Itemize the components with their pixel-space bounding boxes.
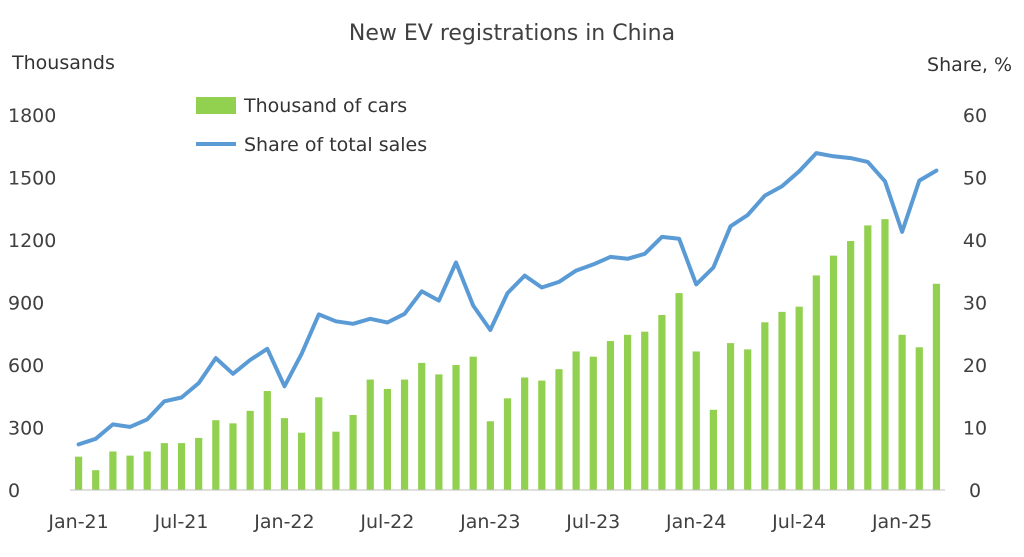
y-left-tick-label: 1200 (8, 230, 56, 252)
bar (195, 437, 203, 490)
bar (829, 255, 838, 490)
y-right-tick-label: 20 (963, 355, 987, 377)
bar (744, 349, 752, 490)
bar (641, 331, 649, 490)
x-tick-label: Jul-21 (154, 511, 209, 533)
bar (298, 432, 306, 490)
x-tick-label: Jul-23 (565, 511, 620, 533)
y-left-tick-label: 1800 (8, 105, 56, 127)
x-tick-label: Jan-23 (459, 511, 520, 533)
y-left-tick-label: 0 (8, 480, 20, 502)
bar (503, 398, 512, 490)
bar (212, 420, 220, 490)
line-series (76, 151, 939, 447)
bar (726, 343, 735, 490)
bar (675, 293, 683, 490)
x-tick-label: Jan-22 (253, 511, 314, 533)
bar-series (74, 219, 941, 490)
bar (92, 470, 100, 490)
bar (658, 315, 666, 490)
bar (761, 322, 769, 490)
bar (572, 351, 580, 490)
bar (486, 421, 494, 490)
bar (435, 374, 443, 490)
bar (538, 380, 546, 490)
legend-label-line: Share of total sales (244, 134, 427, 156)
legend: Thousand of cars Share of total sales (196, 95, 427, 156)
y-left-axis-label: Thousands (11, 52, 115, 74)
bar (349, 415, 357, 490)
legend-swatch-bars (196, 97, 236, 114)
y-left-tick-label: 300 (8, 418, 44, 440)
y-left-tick-label: 900 (8, 293, 44, 315)
x-tick-label: Jul-24 (771, 511, 826, 533)
x-tick-label: Jan-21 (47, 511, 108, 533)
bar (74, 456, 83, 490)
bar (521, 377, 529, 490)
bar (864, 225, 872, 490)
bar (109, 451, 117, 490)
y-right-axis-label: Share, % (927, 54, 1012, 76)
bar (881, 219, 889, 490)
bar (915, 347, 923, 490)
y-right-tick-label: 60 (963, 105, 987, 127)
share-line (76, 151, 939, 447)
bar (263, 391, 271, 490)
bar (452, 365, 460, 490)
y-left-tick-label: 600 (8, 355, 44, 377)
bar (126, 455, 134, 490)
bar (778, 311, 786, 490)
bar (795, 306, 803, 490)
x-ticks: Jan-21 Jul-21 Jan-22 Jul-22 Jan-23 Jul-23 Jan-… (47, 511, 932, 533)
bar (332, 431, 340, 490)
bar (847, 241, 855, 490)
x-tick-label: Jan-24 (665, 511, 726, 533)
y-left-ticks: 0 300 600 900 1200 1500 1800 (8, 105, 56, 502)
chart-title: New EV registrations in China (349, 21, 675, 46)
bar (160, 443, 168, 490)
bar (418, 362, 426, 490)
bar (623, 334, 632, 490)
y-right-tick-label: 30 (963, 293, 987, 315)
bar (589, 356, 597, 490)
bar (692, 351, 700, 490)
bar (280, 418, 289, 490)
x-tick-label: Jul-22 (359, 511, 414, 533)
bar (177, 443, 186, 490)
bar (469, 356, 477, 490)
x-tick-label: Jan-25 (871, 511, 932, 533)
bar (898, 334, 906, 490)
legend-label-bars: Thousand of cars (243, 95, 407, 117)
bar (383, 388, 392, 490)
bar (555, 369, 563, 490)
bar (229, 423, 237, 490)
bar (366, 379, 374, 490)
y-right-tick-label: 10 (963, 418, 987, 440)
bar (709, 409, 717, 490)
bar (400, 379, 409, 490)
bar (606, 341, 615, 490)
y-right-tick-label: 40 (963, 230, 987, 252)
y-right-tick-label: 50 (963, 168, 987, 190)
y-right-tick-label: 0 (969, 480, 981, 502)
bar (246, 410, 254, 490)
y-left-tick-label: 1500 (8, 168, 56, 190)
bar (932, 283, 941, 490)
bar (812, 275, 820, 490)
bar (143, 451, 151, 490)
bar (315, 397, 323, 490)
y-right-ticks: 0 10 20 30 40 50 60 (963, 105, 987, 502)
